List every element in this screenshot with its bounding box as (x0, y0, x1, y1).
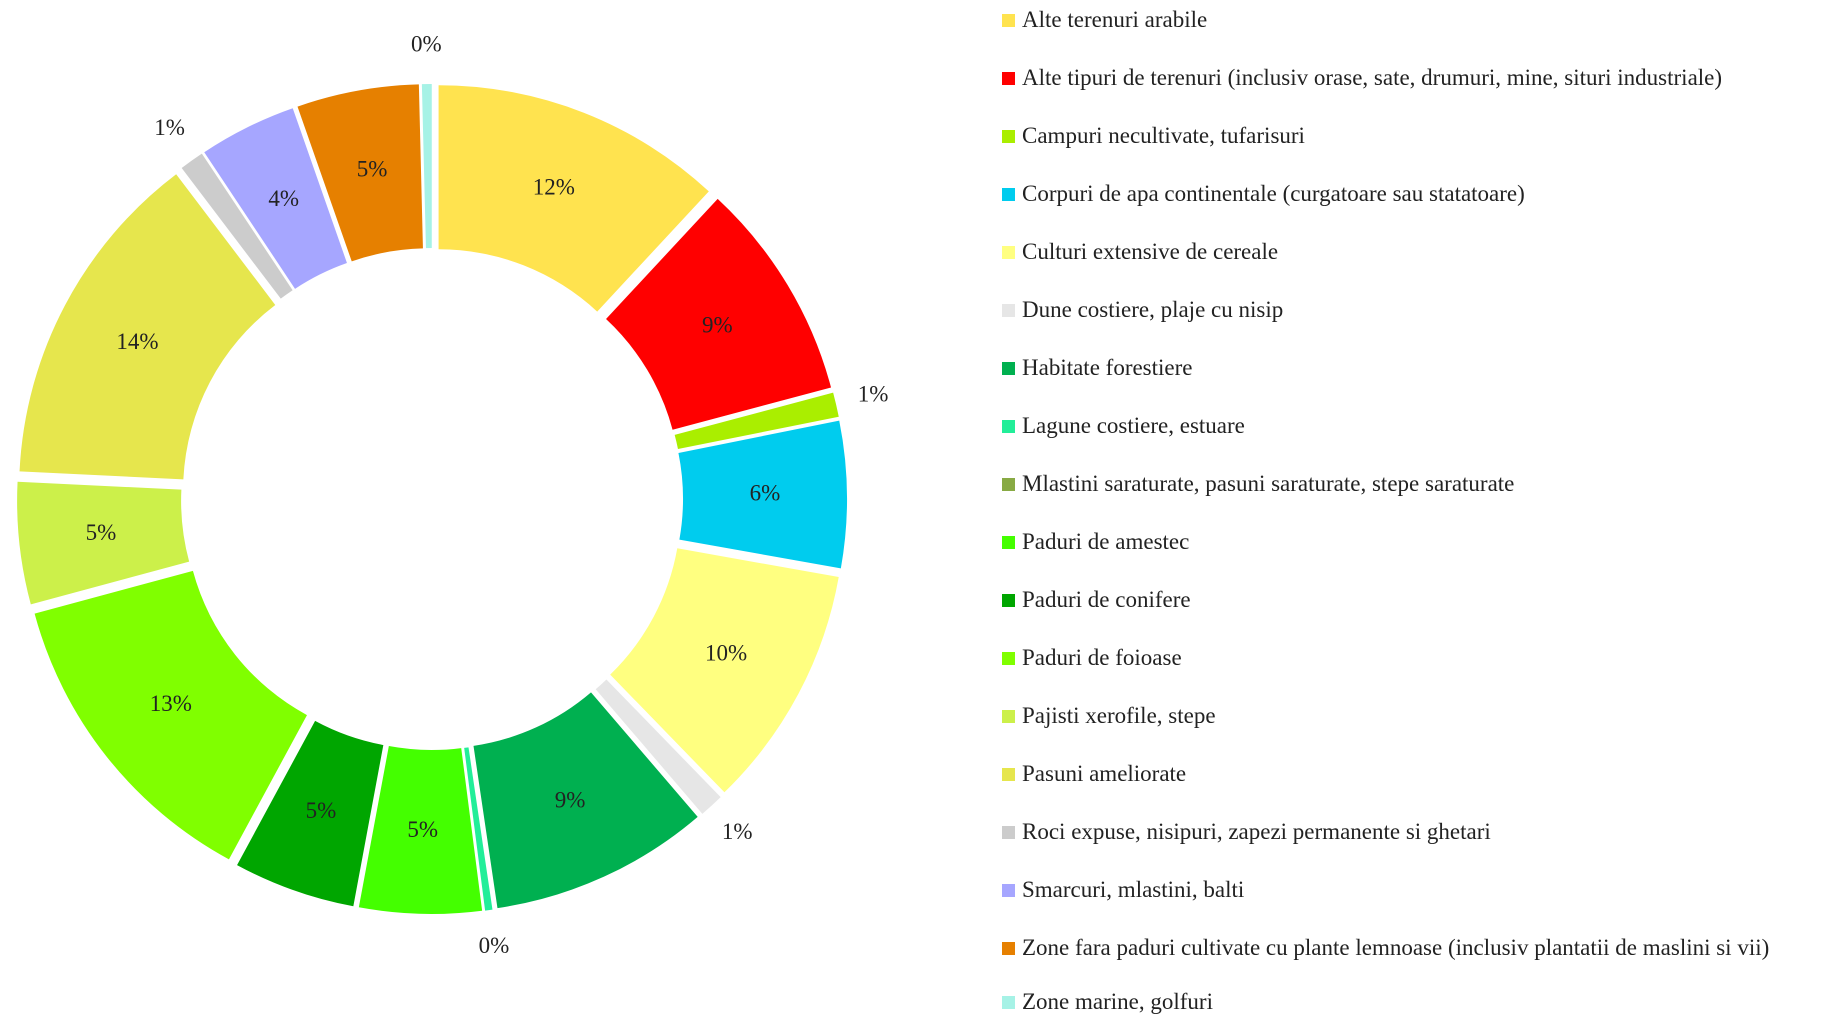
donut-chart: 12% 9% 1% 6% 10% 1% 9% 0% 5% 5% 13% 5% 14% 1% 4% 5% 0% (17, 31, 889, 958)
legend-swatch (1002, 362, 1015, 375)
legend-label: Culturi extensive de cereale (1022, 239, 1279, 264)
legend-label: Zone fara paduri cultivate cu plante lem… (1022, 935, 1770, 960)
data-label: 12% (533, 174, 575, 199)
legend-item: Paduri de conifere (1000, 588, 1815, 612)
data-label: 9% (702, 313, 733, 338)
legend-swatch (1002, 826, 1015, 839)
donut-slice (606, 198, 832, 430)
data-label: 13% (150, 691, 192, 716)
legend-item: Alte terenuri arabile (1000, 8, 1815, 32)
legend-item: Alte tipuri de terenuri (inclusiv orase,… (1000, 66, 1815, 90)
data-label: 14% (116, 329, 158, 354)
legend-label: Zone marine, golfuri (1022, 989, 1213, 1014)
donut-slice (610, 548, 839, 793)
data-label: 5% (407, 817, 438, 842)
donut-slice (204, 108, 347, 289)
legend-label: Lagune costiere, estuare (1022, 413, 1245, 438)
legend-label: Roci expuse, nisipuri, zapezi permanente… (1022, 819, 1491, 844)
legend-swatch (1002, 942, 1015, 955)
legend-item: Mlastini saraturate, pasuni saraturate, … (1000, 472, 1815, 496)
legend-swatch (1002, 188, 1015, 201)
legend-label: Alte tipuri de terenuri (inclusiv orase,… (1022, 65, 1723, 90)
legend-item: Campuri necultivate, tufarisuri (1000, 124, 1815, 148)
data-label: 1% (722, 819, 753, 844)
legend-swatch (1002, 768, 1015, 781)
data-label: 4% (268, 186, 299, 211)
legend-swatch (1002, 996, 1015, 1009)
legend-label: Corpuri de apa continentale (curgatoare … (1022, 181, 1525, 206)
legend-label: Habitate forestiere (1022, 355, 1193, 380)
data-label: 10% (705, 640, 747, 665)
legend-item: Lagune costiere, estuare (1000, 414, 1815, 438)
legend-swatch (1002, 72, 1015, 85)
donut-slice (358, 746, 483, 914)
legend-item: Zone marine, golfuri (1000, 990, 1815, 1014)
legend-label: Pajisti xerofile, stepe (1022, 703, 1216, 728)
donut-slice (237, 720, 384, 907)
legend-item: Smarcuri, mlastini, balti (1000, 878, 1815, 902)
legend-swatch (1002, 884, 1015, 897)
legend-item: Roci expuse, nisipuri, zapezi permanente… (1000, 820, 1815, 844)
donut-slice (464, 747, 493, 911)
legend-swatch (1002, 246, 1015, 259)
legend-label: Alte terenuri arabile (1022, 7, 1208, 32)
donut-slice (674, 392, 839, 450)
legend-item: Dune costiere, plaje cu nisip (1000, 298, 1815, 322)
data-label: 1% (154, 115, 185, 140)
donut-slice (421, 84, 432, 249)
donut-slice (181, 153, 293, 299)
data-label: 5% (357, 157, 388, 182)
legend-item: Paduri de foioase (1000, 646, 1815, 670)
legend-item: Habitate forestiere (1000, 356, 1815, 380)
legend-label: Dune costiere, plaje cu nisip (1022, 297, 1284, 322)
donut-slice (464, 747, 485, 911)
data-label: 6% (750, 481, 781, 506)
donut-slice (595, 679, 721, 814)
data-label: 5% (86, 520, 117, 545)
legend-label: Campuri necultivate, tufarisuri (1022, 123, 1305, 148)
data-label: 5% (306, 798, 337, 823)
legend-item: Pasuni ameliorate (1000, 762, 1815, 786)
legend-item: Pajisti xerofile, stepe (1000, 704, 1815, 728)
legend-swatch (1002, 14, 1015, 27)
donut-slice (678, 420, 847, 569)
legend-label: Mlastini saraturate, pasuni saraturate, … (1022, 471, 1515, 496)
legend-label: Paduri de foioase (1022, 645, 1182, 670)
legend-label: Smarcuri, mlastini, balti (1022, 877, 1245, 902)
legend-swatch (1002, 710, 1015, 723)
donut-slice (438, 85, 709, 312)
legend-swatch (1002, 652, 1015, 665)
legend-item: Zone fara paduri cultivate cu plante lem… (1000, 936, 1815, 960)
data-label: 0% (411, 31, 442, 56)
legend-item: Corpuri de apa continentale (curgatoare … (1000, 182, 1815, 206)
legend-swatch (1002, 478, 1015, 491)
legend-item: Culturi extensive de cereale (1000, 240, 1815, 264)
legend-swatch (1002, 536, 1015, 549)
legend-swatch (1002, 420, 1015, 433)
legend-label: Paduri de amestec (1022, 529, 1190, 554)
data-label: 1% (858, 381, 889, 406)
data-label: 9% (555, 787, 586, 812)
legend-label: Paduri de conifere (1022, 587, 1191, 612)
legend-swatch (1002, 594, 1015, 607)
data-label: 0% (479, 933, 510, 958)
donut-slice (17, 481, 190, 605)
legend-swatch (1002, 304, 1015, 317)
legend-swatch (1002, 130, 1015, 143)
donut-slice (34, 570, 307, 860)
legend-label: Pasuni ameliorate (1022, 761, 1187, 786)
legend-item: Paduri de amestec (1000, 530, 1815, 554)
donut-slice (473, 692, 698, 909)
donut-slice (297, 84, 423, 262)
donut-slice (19, 174, 276, 480)
